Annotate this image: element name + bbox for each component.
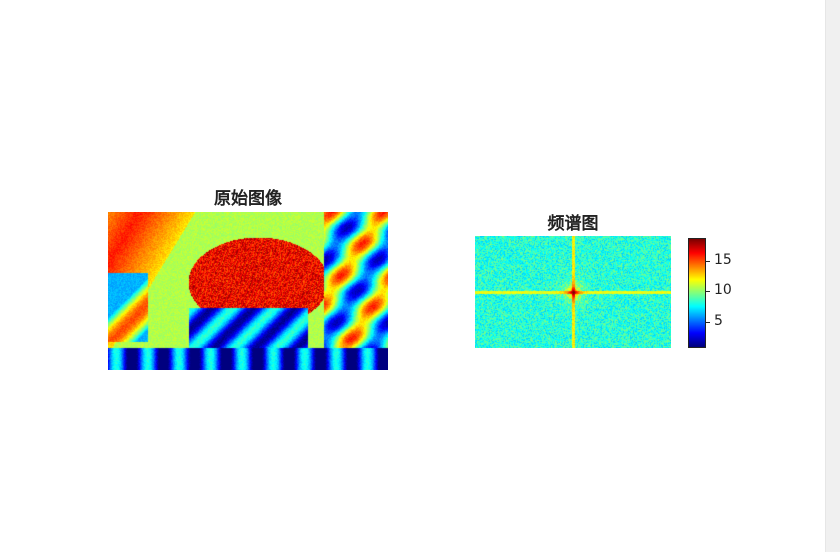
colorbar-tick-mark	[706, 261, 710, 262]
colorbar	[688, 238, 706, 348]
original-image-heatmap	[108, 212, 388, 370]
colorbar-tick-label: 10	[714, 282, 732, 298]
colorbar-tick-label: 15	[714, 252, 732, 268]
spectrum-heatmap	[475, 236, 671, 348]
colorbar-tick-mark	[706, 322, 710, 323]
scrollbar[interactable]	[825, 0, 840, 552]
original-image-title: 原始图像	[214, 189, 282, 209]
colorbar-tick-label: 5	[714, 313, 723, 329]
colorbar-tick-mark	[706, 291, 710, 292]
spectrum-title: 频谱图	[547, 214, 599, 234]
